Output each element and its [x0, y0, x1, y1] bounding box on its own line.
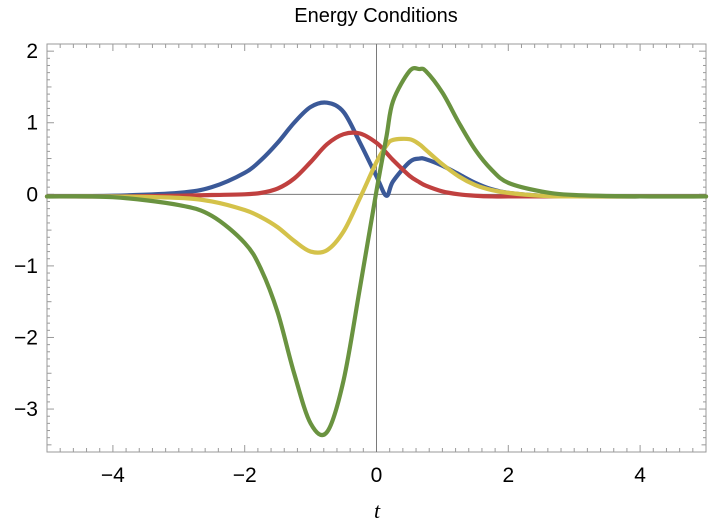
y-tick-label: 0: [26, 183, 38, 206]
x-tick-label: −4: [101, 464, 125, 487]
y-tick-labels: −3 −2 −1 0 1 2: [14, 40, 38, 421]
x-tick-label: 0: [371, 464, 383, 487]
y-tick-label: −3: [14, 398, 38, 421]
x-tick-labels: −4 −2 0 2 4: [101, 464, 646, 487]
series-group: [44, 66, 709, 438]
series-line-4: [44, 66, 709, 438]
series-line-2: [44, 130, 709, 199]
tick-marks: [46, 43, 707, 453]
y-tick-label: −2: [14, 326, 38, 349]
x-tick-label: 4: [634, 464, 646, 487]
x-tick-label: 2: [502, 464, 514, 487]
y-tick-label: 2: [26, 40, 38, 63]
x-axis-label: t: [374, 498, 381, 523]
x-tick-label: −2: [233, 464, 257, 487]
y-tick-label: 1: [26, 112, 38, 135]
y-tick-label: −1: [14, 255, 38, 278]
chart-title: Energy Conditions: [294, 5, 457, 27]
